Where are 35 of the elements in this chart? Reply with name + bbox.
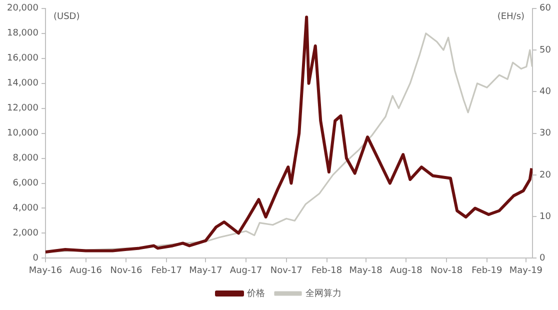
x-tick-label: May-17: [189, 266, 222, 276]
legend-label: 价格: [246, 288, 265, 299]
y2-tick-label: 60: [540, 4, 552, 14]
legend-label: 全网算力: [306, 288, 342, 299]
y-tick-label: 20,000: [6, 4, 39, 14]
y-tick-label: 12,000: [6, 104, 39, 114]
y2-tick-label: 10: [540, 212, 552, 222]
x-tick-label: Feb-18: [311, 266, 342, 276]
y-tick-label: 0: [32, 254, 39, 264]
x-tick-label: Feb-17: [151, 266, 182, 276]
y2-tick-label: 20: [540, 170, 552, 180]
y-axis-title: (USD): [53, 12, 80, 22]
x-tick-label: Nov-16: [110, 266, 143, 276]
y2-tick-label: 50: [540, 45, 552, 56]
y-tick-label: 2,000: [12, 228, 39, 239]
y2-tick-label: 0: [540, 254, 546, 264]
x-tick-label: Aug-16: [70, 266, 102, 276]
x-tick-label: May-19: [509, 266, 543, 276]
y-tick-label: 18,000: [6, 28, 39, 39]
x-tick-label: Aug-17: [230, 266, 262, 276]
y2-tick-label: 30: [540, 128, 552, 139]
x-tick-label: Nov-18: [430, 266, 463, 276]
y-tick-label: 16,000: [6, 54, 39, 64]
y2-tick-label: 40: [540, 87, 552, 98]
y-tick-label: 4,000: [12, 204, 39, 214]
x-tick-label: Feb-19: [472, 266, 502, 276]
x-tick-label: Aug-18: [390, 266, 423, 276]
y-tick-label: 14,000: [6, 78, 39, 89]
x-tick-label: May-18: [349, 266, 383, 276]
y-tick-label: 6,000: [12, 178, 39, 189]
y-tick-label: 8,000: [12, 154, 39, 164]
x-tick-label: May-16: [28, 266, 62, 276]
y-tick-label: 10,000: [6, 128, 39, 139]
x-tick-label: Nov-17: [270, 266, 302, 276]
y2-axis-title: (EH/s): [497, 12, 525, 22]
